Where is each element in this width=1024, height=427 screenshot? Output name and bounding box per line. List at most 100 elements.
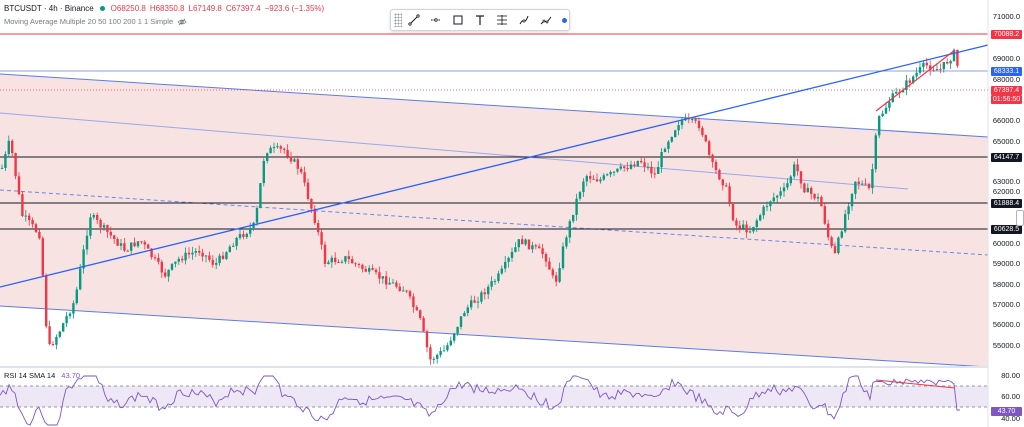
candle-body [568, 221, 571, 238]
candle-body [357, 264, 361, 266]
candle-body [480, 292, 483, 302]
red-line-price-tag: 70088.2 [991, 30, 1022, 39]
candle-body [96, 214, 99, 220]
candle-body [602, 175, 605, 180]
legend-open: O68250.8 [110, 4, 146, 13]
candle-body [364, 268, 367, 272]
candle-body [238, 234, 242, 238]
candle-body [228, 246, 231, 253]
candle-body [221, 255, 225, 259]
candle-body [405, 290, 408, 292]
legend-close: C67397.4 [225, 4, 261, 13]
candle-body [412, 296, 415, 308]
candle-body [942, 62, 945, 70]
candle-body [293, 159, 296, 162]
trend-line-icon[interactable] [404, 12, 424, 28]
candle-body [402, 290, 405, 292]
candle-body [759, 215, 762, 221]
candle-body [905, 80, 908, 91]
drawing-toolbar[interactable] [390, 9, 570, 31]
candle-body [830, 237, 833, 247]
candle-body [922, 62, 925, 68]
long-position-icon[interactable] [536, 12, 556, 28]
candle-body [453, 333, 456, 341]
candle-body [837, 237, 840, 254]
candle-body [164, 272, 167, 277]
toolbar-drag-handle[interactable] [394, 13, 402, 27]
rectangle-icon[interactable] [448, 12, 468, 28]
price-scale-handle[interactable] [1016, 210, 1024, 226]
ma-indicator-label[interactable]: Moving Average Multiple 20 50 100 200 1 … [4, 17, 174, 26]
rsi-title[interactable]: RSI 14 SMA 14 [4, 371, 56, 380]
horizontal-ray-icon[interactable] [426, 12, 446, 28]
level-3-price-tag: 60628.5 [991, 225, 1022, 234]
candlestick-series [0, 48, 959, 365]
candle-body [660, 151, 663, 168]
candle-body [881, 113, 884, 116]
channel-upper-line [0, 73, 989, 138]
symbol-title[interactable]: BTCUSDT · 4h · Binance [4, 4, 94, 13]
candle-body [606, 174, 609, 176]
candle-body [296, 159, 299, 169]
candle-body [806, 187, 809, 193]
candle-body [211, 259, 214, 265]
candle-body [262, 160, 265, 184]
bar-countdown-tag: 01:56:50 [991, 95, 1022, 104]
candle-body [143, 241, 146, 245]
fib-retracement-icon[interactable] [492, 12, 512, 28]
candle-body [725, 185, 728, 187]
candle-body [204, 255, 208, 257]
candle-body [459, 316, 463, 327]
price-tick: 71000.0 [992, 12, 1020, 21]
candle-body [895, 91, 898, 94]
candle-body [79, 268, 82, 290]
price-tick: 68000.0 [992, 75, 1020, 84]
candle-body [34, 224, 38, 232]
text-icon[interactable] [470, 12, 490, 28]
candle-body [704, 135, 707, 142]
candle-body [334, 257, 337, 262]
candle-body [174, 261, 177, 264]
candle-body [765, 206, 769, 208]
rsi-legend[interactable]: RSI 14 SMA 14 43.70 [4, 371, 80, 380]
brush-icon[interactable] [514, 12, 534, 28]
candle-body [395, 282, 398, 287]
candle-body [126, 250, 129, 252]
rsi-value: 43.70 [61, 371, 81, 380]
candle-body [0, 167, 4, 169]
candle-body [677, 125, 680, 131]
candle-body [483, 292, 486, 295]
candle-body [548, 261, 551, 270]
candle-body [857, 181, 860, 184]
candle-body [952, 49, 956, 61]
candle-body [177, 258, 180, 262]
candle-body [391, 282, 395, 284]
price-tick: 62000.0 [992, 187, 1020, 196]
candle-body [245, 233, 248, 237]
current-price-tag: 67397.4 [991, 86, 1022, 95]
symbol-legend[interactable]: BTCUSDT · 4h · Binance O68250.8 H68350.8… [4, 4, 324, 13]
candle-body [612, 171, 616, 173]
candle-body [714, 161, 718, 171]
candle-body [667, 141, 670, 149]
candle-body [187, 252, 191, 255]
candle-body [225, 252, 228, 259]
eye-hidden-icon[interactable] [177, 18, 187, 26]
candle-body [347, 256, 350, 260]
price-tick: 69000.0 [992, 54, 1020, 63]
level-2-price-tag: 61888.4 [991, 199, 1022, 208]
candle-body [578, 192, 582, 199]
candle-body [874, 135, 877, 170]
candle-body [283, 148, 286, 150]
candle-body [170, 263, 174, 270]
candle-body [534, 245, 537, 247]
candle-body [361, 264, 364, 269]
ma-indicator-legend[interactable]: Moving Average Multiple 20 50 100 200 1 … [4, 17, 187, 26]
toolbar-color-indicator[interactable] [562, 17, 567, 23]
candle-body [446, 345, 449, 351]
candle-body [864, 183, 867, 185]
level-1-price-tag: 64147.7 [991, 153, 1022, 162]
candle-body [21, 194, 24, 216]
candle-body [102, 225, 106, 228]
